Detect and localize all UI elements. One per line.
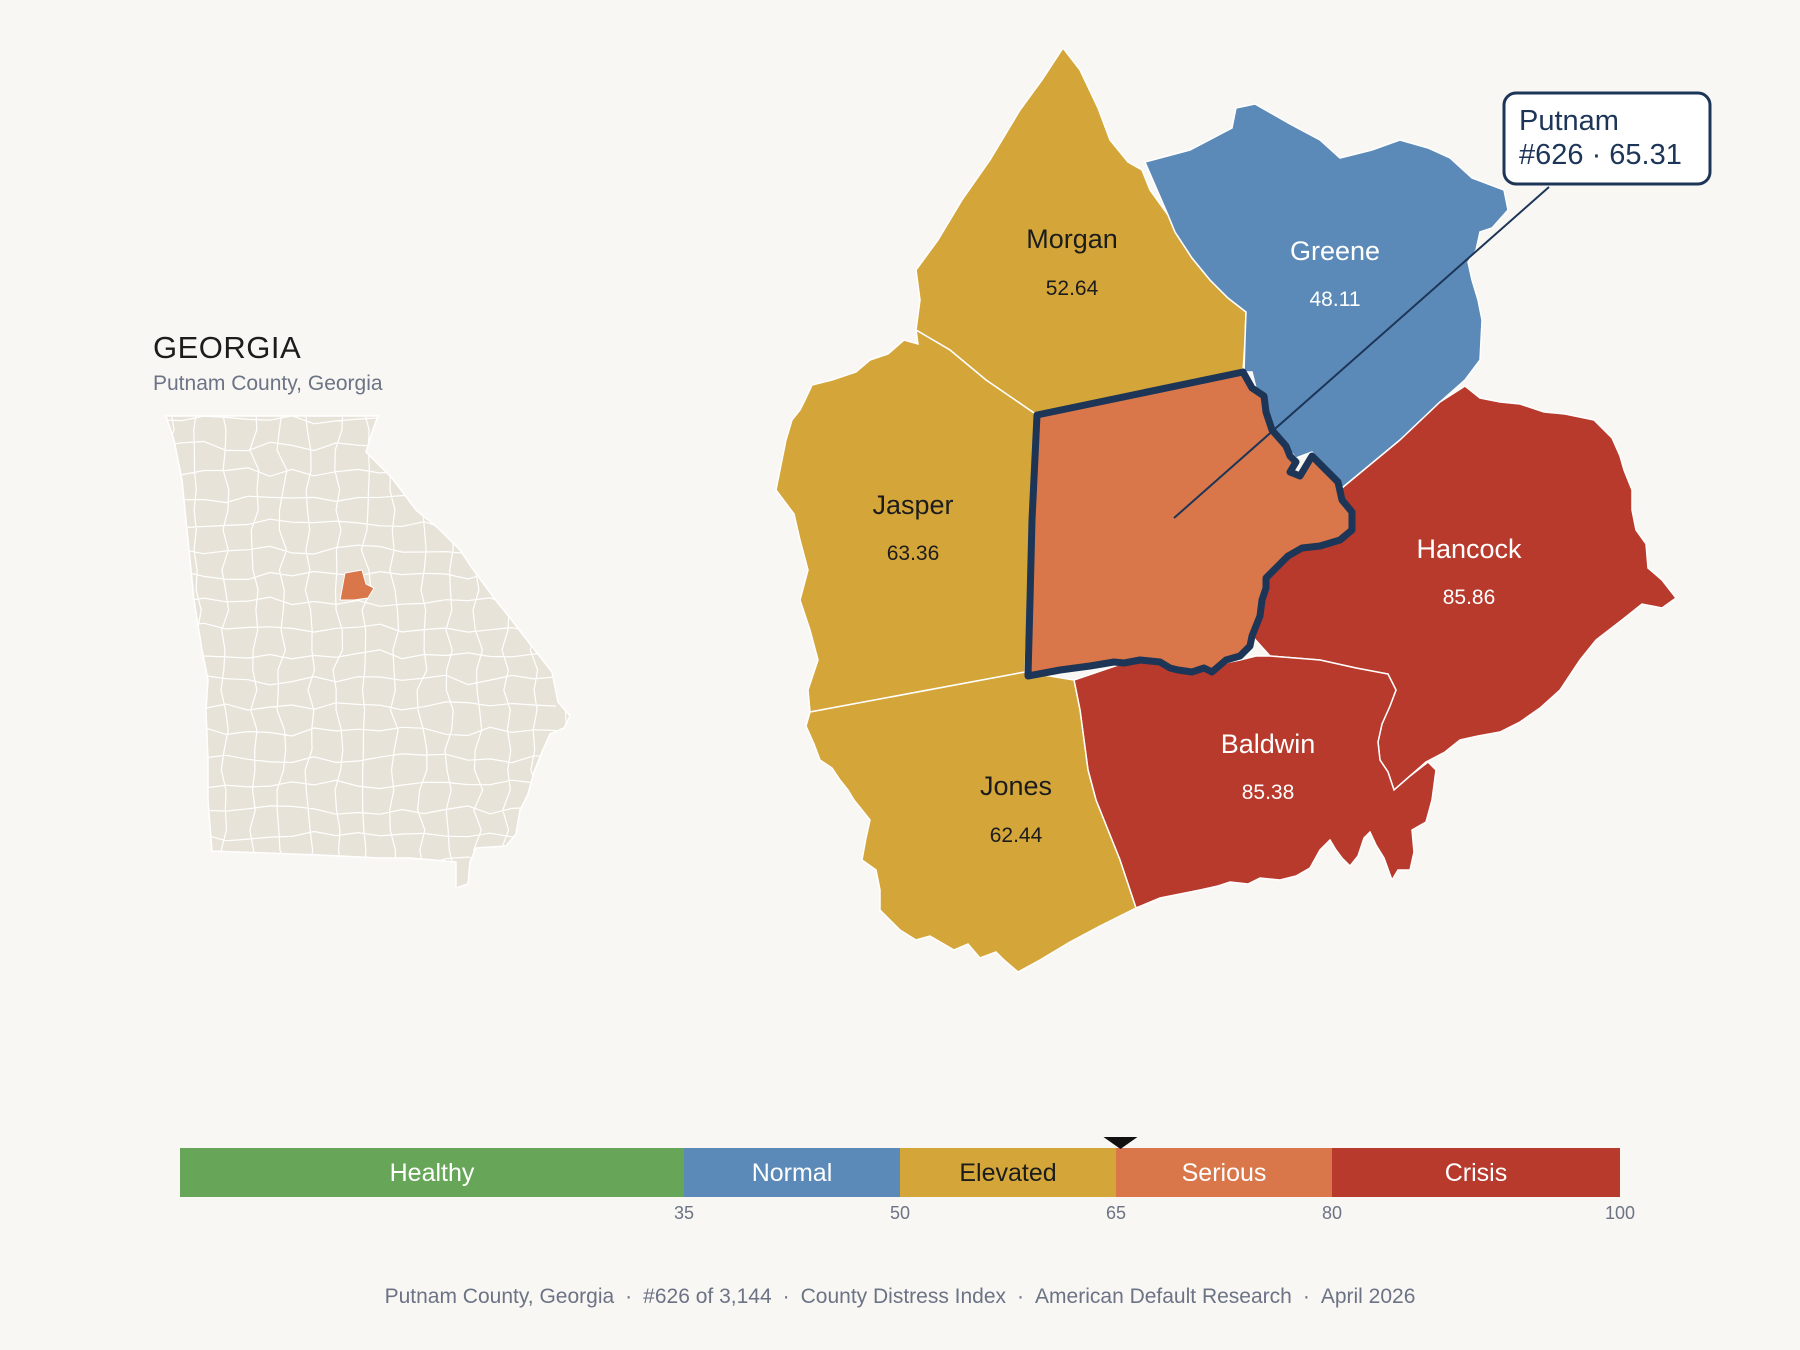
label-morgan-name: Morgan [1026,224,1118,254]
scale-tick-label: 100 [1605,1203,1635,1223]
footer-separator: · [1017,1285,1025,1308]
callout-rank-score: #626 · 65.31 [1519,139,1682,171]
footer-separator: · [625,1285,633,1308]
label-jones-value: 62.44 [990,824,1043,847]
county-jasper[interactable] [775,328,1038,713]
scale-band-healthy [180,1148,684,1197]
inset-state-subtitle: Putnam County, Georgia [153,372,383,395]
footer-county: Putnam County, Georgia [384,1285,615,1308]
scale-band-crisis [1332,1148,1620,1197]
scale-band-label-serious: Serious [1182,1159,1267,1187]
scale-band-label-crisis: Crisis [1445,1159,1508,1187]
footer-separator: · [1302,1285,1310,1308]
callout-leader-line [1173,186,1550,519]
inset-state-title: GEORGIA [153,330,302,365]
county-greene[interactable] [1143,103,1509,490]
footer-credits: Putnam County, Georgia · #626 of 3,144 · Cou… [0,1285,1800,1309]
scale-band-label-normal: Normal [752,1159,833,1187]
label-greene-name: Greene [1290,236,1380,266]
footer-separator: · [782,1285,790,1308]
callout-county-name: Putnam [1519,105,1619,137]
scale-tick-label: 80 [1322,1203,1342,1223]
callout-box [1502,91,1712,186]
scale-band-normal [684,1148,900,1197]
footer-source: American Default Research [1035,1285,1292,1308]
county-labels: Morgan 52.64 Greene 48.11 Jasper 63.36 H… [872,224,1522,847]
county-jones[interactable] [805,671,1137,973]
label-greene-value: 48.11 [1310,288,1361,311]
label-jasper-value: 63.36 [887,542,940,565]
scale-band-label-elevated: Elevated [959,1159,1056,1187]
label-baldwin-name: Baldwin [1221,729,1316,759]
scale-band-label-healthy: Healthy [390,1159,475,1187]
distress-scale-legend: Healthy Normal Elevated Serious Crisis 35 50 65… [180,1137,1635,1223]
footer-date: April 2026 [1320,1285,1416,1308]
county-baldwin[interactable] [1073,655,1437,910]
label-jasper-name: Jasper [872,490,953,520]
footer-rank: #626 of 3,144 [643,1285,772,1308]
label-hancock-name: Hancock [1416,534,1522,564]
scale-band-serious [1116,1148,1332,1197]
scale-position-marker [1103,1137,1138,1149]
scale-tick-label: 35 [674,1203,694,1223]
putnam-callout: Putnam #626 · 65.31 [1173,91,1712,519]
label-baldwin-value: 85.38 [1242,781,1295,804]
label-jones-name: Jones [980,771,1052,801]
georgia-inset-map [164,415,571,890]
footer-index-name: County Distress Index [800,1285,1007,1308]
label-hancock-value: 85.86 [1443,586,1496,609]
scale-tick-label: 50 [890,1203,910,1223]
putnam-inset-highlight [339,569,375,601]
scale-band-elevated [900,1148,1116,1197]
scale-tick-label: 65 [1106,1203,1126,1223]
label-morgan-value: 52.64 [1046,277,1099,300]
county-neighborhood-map [775,46,1678,973]
county-putnam[interactable] [1024,368,1356,680]
